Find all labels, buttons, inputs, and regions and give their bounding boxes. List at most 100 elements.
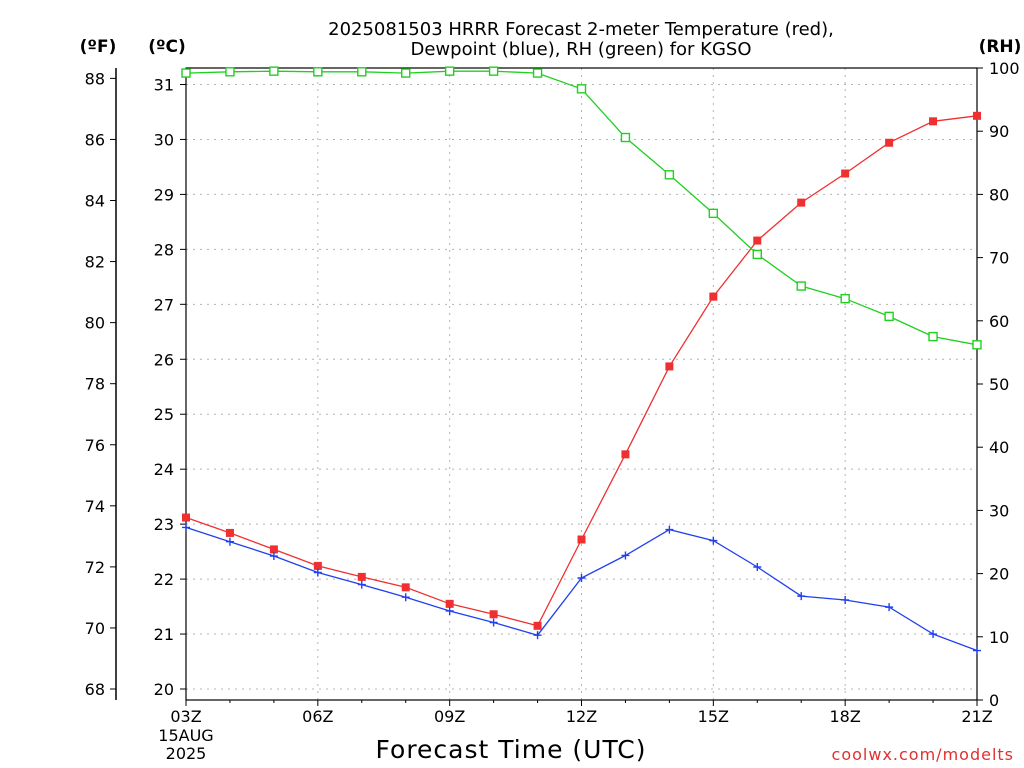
fahrenheit-tick-label: 82 (85, 253, 105, 272)
temperature-point (665, 362, 674, 371)
dewpoint-point (797, 592, 806, 601)
temperature-point (929, 117, 938, 126)
rh-line (185, 70, 978, 346)
axis-ticks: 03Z 06Z 09Z 12Z 15Z 18Z 21Z 20 21 22 23 24 25 26 27 28 2… (85, 59, 1020, 726)
rh-point (269, 66, 279, 76)
rh-tick-label: 10 (989, 628, 1009, 647)
rh-tick-label: 70 (989, 249, 1009, 268)
dewpoint-point (973, 646, 981, 655)
fahrenheit-tick-label: 70 (85, 619, 105, 638)
celsius-tick-label: 21 (154, 625, 174, 644)
rh-unit-label: (RH) (979, 37, 1022, 57)
temperature-point (885, 138, 894, 147)
rh-point (620, 132, 631, 143)
celsius-unit-label: (ºC) (148, 37, 186, 57)
chart-title-line2: Dewpoint (blue), RH (green) for KGSO (410, 39, 751, 60)
rh-point (181, 68, 191, 78)
celsius-tick-label: 31 (154, 75, 174, 94)
temperature-point (269, 545, 278, 554)
rh-point (796, 281, 806, 291)
fahrenheit-tick-label: 74 (85, 497, 105, 516)
dewpoint-point (269, 552, 278, 561)
temperature-point (401, 583, 410, 592)
x-tick-label: 12Z (566, 707, 597, 726)
rh-tick-label: 80 (989, 185, 1009, 204)
rh-point (488, 66, 499, 76)
rh-point (576, 84, 587, 94)
fahrenheit-tick-label: 76 (85, 436, 105, 455)
date-year-label: 2025 (166, 744, 207, 763)
dewpoint-point (401, 593, 410, 602)
fahrenheit-tick-label: 80 (85, 314, 105, 333)
x-tick-label: 06Z (302, 707, 333, 726)
dewpoint-point (489, 618, 498, 627)
temperature-point (577, 535, 586, 544)
rh-point (357, 67, 367, 77)
temperature-point (753, 236, 762, 245)
fahrenheit-tick-label: 84 (85, 192, 105, 211)
rh-point (532, 68, 543, 78)
rh-tick-label: 0 (989, 691, 999, 710)
x-tick-label: 03Z (170, 707, 201, 726)
celsius-tick-label: 26 (154, 350, 174, 369)
dewpoint-point (225, 537, 234, 546)
rh-point (884, 311, 894, 322)
credit-label: coolwx.com/modelts (832, 745, 1014, 764)
dewpoint-point (313, 568, 322, 577)
fahrenheit-tick-label: 88 (85, 69, 105, 88)
temperature-point (621, 450, 630, 459)
temperature-point (973, 111, 981, 120)
fahrenheit-tick-label: 68 (85, 680, 105, 699)
rh-tick-label: 40 (989, 438, 1009, 457)
dewpoint-point (577, 573, 586, 582)
dewpoint-point (533, 631, 542, 640)
temperature-point (225, 528, 234, 537)
rh-tick-label: 30 (989, 501, 1009, 520)
temperature-point (445, 599, 454, 608)
temperature-point (182, 513, 190, 522)
dewpoint-point (709, 536, 718, 545)
rh-point (752, 249, 762, 260)
rh-point (928, 331, 938, 342)
celsius-tick-label: 29 (154, 185, 174, 204)
rh-point (840, 293, 850, 304)
x-tick-label: 21Z (961, 707, 992, 726)
rh-point (664, 170, 675, 180)
fahrenheit-unit-label: (ºF) (80, 37, 117, 57)
dewpoint-point (621, 551, 630, 560)
temperature-point (709, 292, 718, 301)
rh-point (313, 67, 323, 77)
dewpoint-point (885, 603, 894, 612)
dewpoint-point (841, 595, 850, 604)
x-tick-label: 15Z (698, 707, 729, 726)
rh-tick-label: 20 (989, 565, 1009, 584)
temperature-point (533, 621, 542, 630)
rh-point (225, 67, 235, 77)
rh-tick-label: 90 (989, 122, 1009, 141)
celsius-tick-label: 30 (154, 130, 174, 149)
fahrenheit-tick-label: 86 (85, 130, 105, 149)
temperature-point (797, 198, 806, 207)
dewpoint-point (665, 525, 674, 534)
rh-point (444, 66, 455, 76)
temperature-point (313, 561, 322, 570)
data-series (181, 66, 982, 655)
x-axis-label: Forecast Time (UTC) (376, 735, 647, 764)
dewpoint-point (182, 523, 190, 532)
rh-tick-label: 60 (989, 312, 1009, 331)
chart-title-line1: 2025081503 HRRR Forecast 2-meter Tempera… (328, 19, 834, 40)
celsius-tick-label: 27 (154, 295, 174, 314)
x-tick-label: 18Z (830, 707, 861, 726)
rh-point (708, 208, 719, 219)
grid (186, 68, 977, 700)
celsius-tick-label: 28 (154, 240, 174, 259)
celsius-tick-label: 20 (154, 680, 174, 699)
dewpoint-point (929, 630, 938, 639)
dewpoint-point (357, 580, 366, 589)
x-tick-label: 09Z (434, 707, 465, 726)
rh-tick-label: 100 (989, 59, 1020, 78)
dewpoint-point (445, 606, 454, 615)
date-day-label: 15AUG (158, 726, 213, 745)
dewpoint-point (753, 563, 762, 572)
temperature-point (357, 572, 366, 581)
